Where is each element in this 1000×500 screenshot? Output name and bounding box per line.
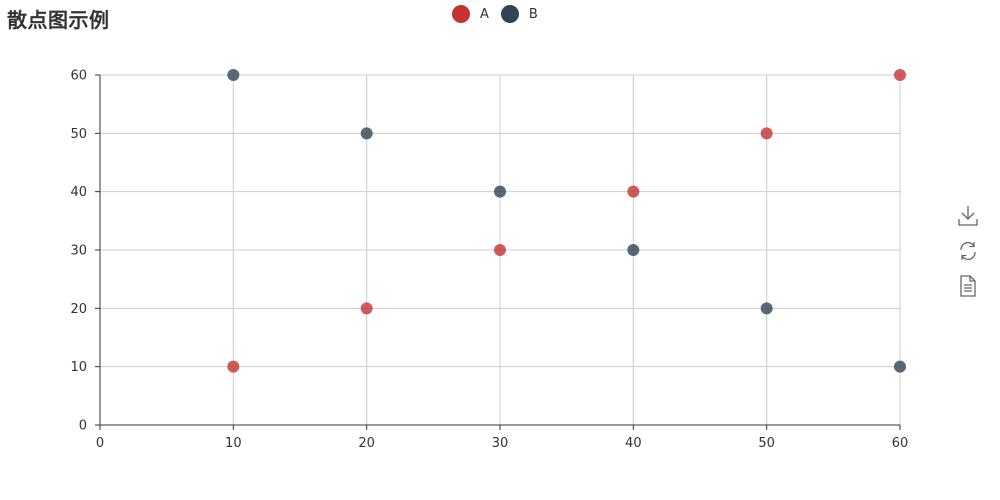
y-tick-label-60: 60 bbox=[70, 69, 87, 84]
point-b-60-10 bbox=[894, 360, 906, 373]
y-tick-label-20: 20 bbox=[70, 302, 87, 317]
legend: A B bbox=[452, 5, 550, 23]
download-icon[interactable] bbox=[957, 204, 979, 228]
point-a-10-10 bbox=[227, 360, 240, 373]
x-tick-label-30: 30 bbox=[492, 436, 509, 451]
point-a-30-30 bbox=[494, 244, 506, 256]
point-b-40-30 bbox=[627, 244, 640, 256]
legend-item-a[interactable]: A bbox=[452, 5, 489, 23]
legend-item-b[interactable]: B bbox=[500, 5, 538, 23]
x-tick-label-10: 10 bbox=[225, 436, 242, 451]
y-tick-label-30: 30 bbox=[70, 244, 87, 259]
toolbox bbox=[957, 204, 979, 298]
legend-label-b: B bbox=[528, 6, 538, 22]
data-view-icon[interactable] bbox=[957, 274, 979, 298]
x-tick-label-40: 40 bbox=[625, 436, 642, 451]
point-a-20-20 bbox=[360, 302, 373, 315]
x-tick-label-20: 20 bbox=[358, 436, 375, 451]
tick-labels: 0 10 20 30 40 50 60 0 10 20 30 40 50 60 bbox=[70, 69, 908, 452]
chart-title: 散点图示例 bbox=[7, 8, 110, 32]
point-b-50-20 bbox=[760, 302, 773, 315]
legend-marker-a bbox=[452, 5, 470, 23]
axes bbox=[95, 74, 901, 430]
y-tick-label-10: 10 bbox=[70, 360, 87, 375]
refresh-icon[interactable] bbox=[957, 239, 979, 263]
y-tick-label-0: 0 bbox=[79, 419, 87, 434]
x-tick-label-50: 50 bbox=[758, 436, 775, 451]
point-a-60-60 bbox=[894, 69, 906, 81]
point-b-10-60 bbox=[227, 69, 240, 81]
x-tick-label-60: 60 bbox=[892, 436, 909, 451]
y-tick-label-50: 50 bbox=[70, 127, 87, 142]
point-b-20-50 bbox=[360, 127, 373, 140]
y-tick-label-40: 40 bbox=[70, 185, 87, 200]
point-a-50-50 bbox=[760, 127, 773, 140]
data-points bbox=[227, 69, 906, 373]
point-a-40-40 bbox=[627, 185, 640, 198]
point-b-30-40 bbox=[494, 185, 506, 198]
x-tick-label-0: 0 bbox=[96, 436, 104, 451]
legend-marker-b bbox=[500, 5, 519, 23]
legend-label-a: A bbox=[480, 6, 489, 22]
